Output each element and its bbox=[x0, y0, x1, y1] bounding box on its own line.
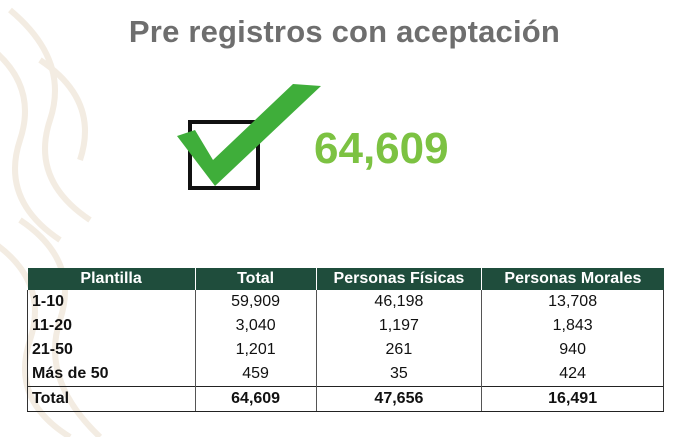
total-label: Total bbox=[27, 386, 196, 412]
cell-plantilla: 21-50 bbox=[27, 338, 196, 362]
header-plantilla: Plantilla bbox=[27, 268, 196, 290]
total-morales: 16,491 bbox=[481, 386, 664, 412]
cell-fisicas: 46,198 bbox=[316, 290, 483, 314]
cell-total: 59,909 bbox=[195, 290, 317, 314]
cell-plantilla: Más de 50 bbox=[27, 362, 196, 387]
header-personas-fisicas: Personas Físicas bbox=[316, 268, 483, 290]
header-total: Total bbox=[195, 268, 317, 290]
table-total-row: Total 64,609 47,656 16,491 bbox=[27, 386, 664, 412]
highlight-number: 64,609 bbox=[314, 124, 449, 173]
table-row: 11-20 3,040 1,197 1,843 bbox=[27, 314, 664, 338]
table-row: Más de 50 459 35 424 bbox=[27, 362, 664, 387]
cell-plantilla: 11-20 bbox=[27, 314, 196, 338]
cell-plantilla: 1-10 bbox=[27, 290, 196, 314]
cell-fisicas: 1,197 bbox=[316, 314, 483, 338]
cell-fisicas: 261 bbox=[316, 338, 483, 362]
cell-morales: 940 bbox=[481, 338, 664, 362]
total-value: 64,609 bbox=[195, 386, 317, 412]
table-header-row: Plantilla Total Personas Físicas Persona… bbox=[27, 268, 664, 290]
cell-morales: 13,708 bbox=[481, 290, 664, 314]
header-personas-morales: Personas Morales bbox=[481, 268, 664, 290]
checkbox-check-icon bbox=[175, 82, 325, 194]
data-table: Plantilla Total Personas Físicas Persona… bbox=[27, 268, 664, 412]
cell-morales: 424 bbox=[481, 362, 664, 387]
cell-morales: 1,843 bbox=[481, 314, 664, 338]
cell-total: 1,201 bbox=[195, 338, 317, 362]
table-row: 21-50 1,201 261 940 bbox=[27, 338, 664, 362]
cell-total: 3,040 bbox=[195, 314, 317, 338]
page-title: Pre registros con aceptación bbox=[128, 14, 561, 49]
cell-total: 459 bbox=[195, 362, 317, 387]
table-row: 1-10 59,909 46,198 13,708 bbox=[27, 290, 664, 314]
cell-fisicas: 35 bbox=[316, 362, 483, 387]
total-fisicas: 47,656 bbox=[316, 386, 483, 412]
